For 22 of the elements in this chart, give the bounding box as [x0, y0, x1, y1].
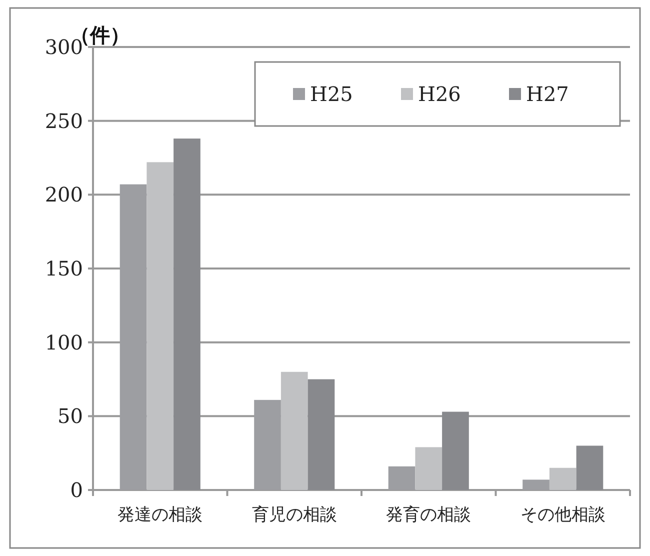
y-tick-label: 50: [58, 404, 83, 428]
bar: [442, 412, 469, 490]
bar: [280, 372, 308, 490]
y-tick-label: 250: [44, 108, 83, 133]
bar: [308, 379, 335, 490]
x-tick-label: その他相談: [520, 505, 606, 525]
y-tick-label: 300: [44, 35, 83, 59]
bar: [576, 446, 604, 490]
bar: [146, 162, 174, 490]
bar: [174, 138, 200, 490]
legend-label: H26: [418, 82, 461, 106]
x-tick-label: 発育の相談: [386, 505, 472, 525]
y-tick-label: 200: [44, 182, 83, 207]
bar: [549, 468, 576, 490]
x-tick-label: 育児の相談: [252, 505, 337, 525]
x-tick-label: 発達の相談: [118, 505, 203, 525]
y-tick-label: 150: [44, 256, 83, 280]
y-tick-label: 0: [70, 478, 83, 502]
legend-label: H25: [310, 82, 353, 106]
y-tick-label: 100: [44, 330, 83, 354]
bar: [415, 447, 442, 490]
legend-label: H27: [526, 82, 569, 106]
